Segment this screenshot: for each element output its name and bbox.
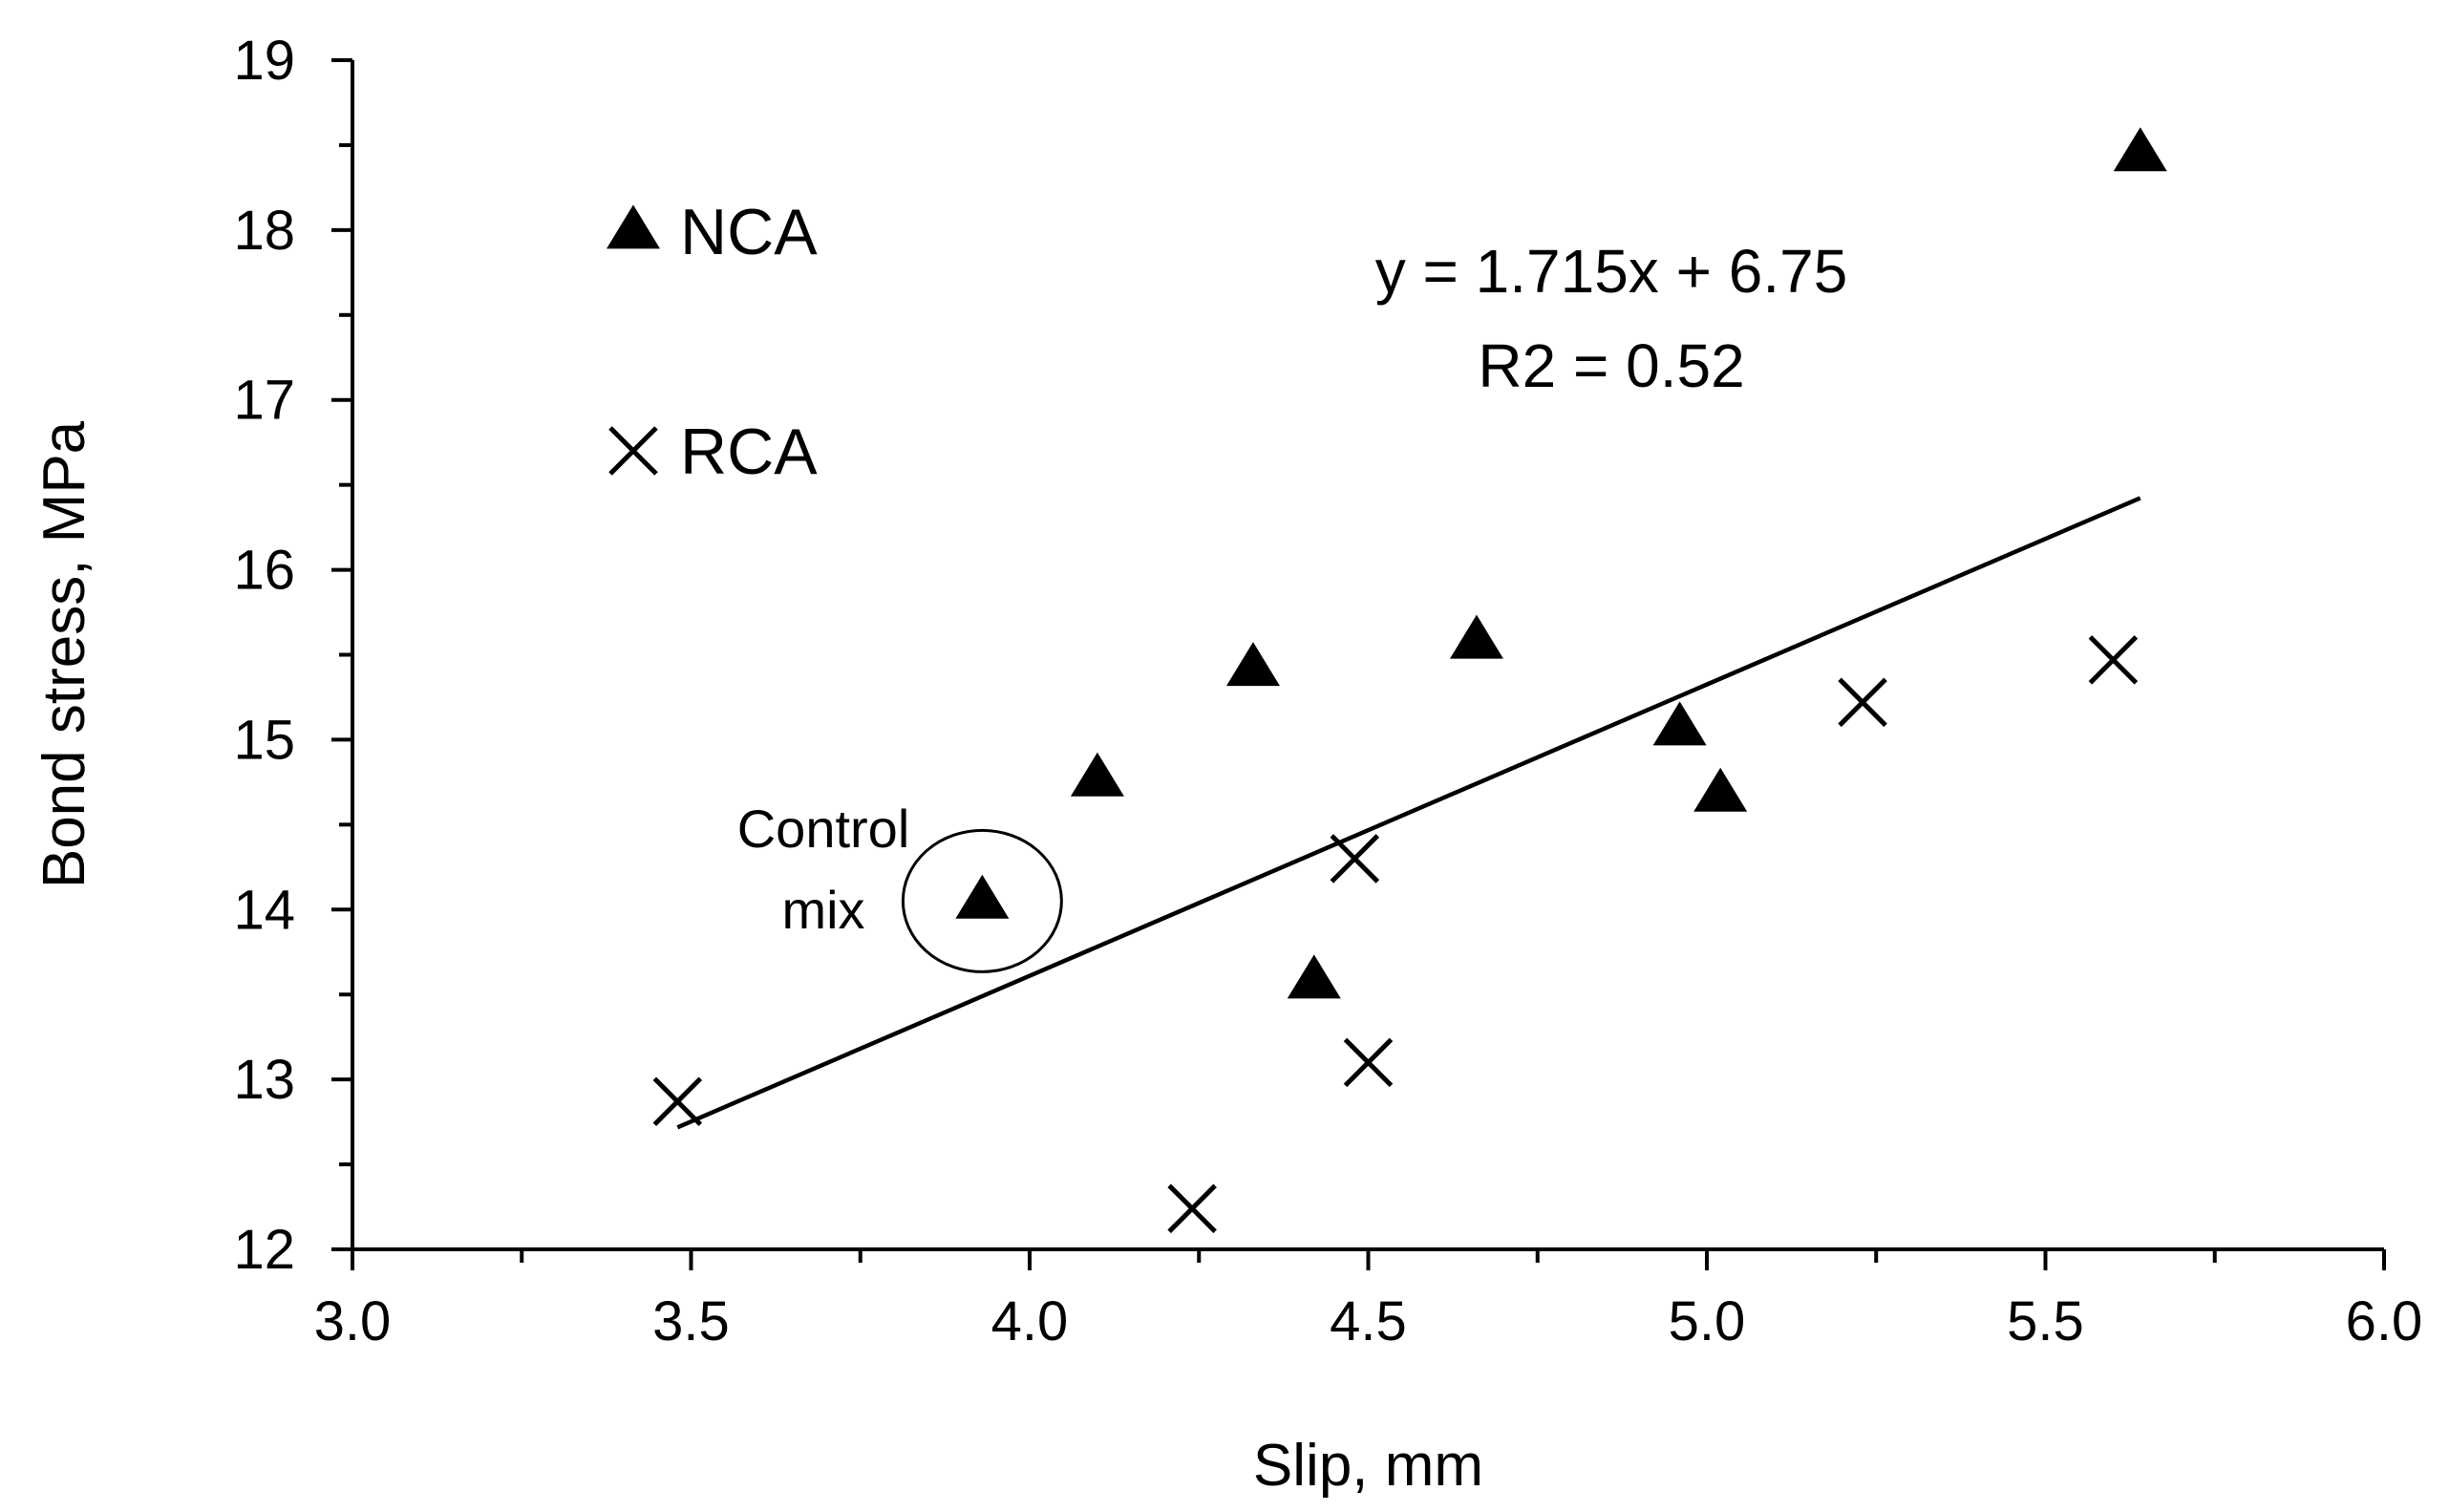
x-tick-label: 4.5: [1330, 1290, 1407, 1352]
nca-point: [2113, 127, 2167, 172]
trendline-equation: y = 1.715x + 6.75: [1375, 237, 1848, 306]
trendline-group: y = 1.715x + 6.75 R2 = 0.52: [676, 237, 2141, 1130]
nca-point: [1287, 954, 1341, 999]
rca-point: [2088, 635, 2139, 685]
y-tick-label: 18: [233, 200, 295, 262]
y-axis-title: Bond stress, MPa: [32, 420, 97, 888]
x-tick-label: 5.5: [2007, 1290, 2084, 1352]
rca-point: [1343, 1037, 1394, 1088]
control-mix-circle: [901, 828, 1063, 973]
y-tick-label: 12: [233, 1219, 295, 1281]
y-tick-label: 14: [233, 879, 295, 941]
legend-nca-marker: [607, 204, 660, 249]
rca-point: [1838, 677, 1887, 728]
nca-point: [1070, 752, 1124, 797]
annotations: Control mix: [737, 799, 1063, 973]
legend-rca-marker: [608, 426, 658, 476]
legend: NCA RCA: [607, 196, 818, 488]
nca-point: [1693, 767, 1748, 812]
y-tick-label: 17: [233, 370, 295, 432]
nca-point: [1652, 701, 1707, 746]
x-tick-label: 3.0: [314, 1290, 392, 1352]
y-tick-label: 19: [233, 30, 295, 92]
y-tick-label: 13: [233, 1049, 295, 1111]
y-tick-label: 16: [233, 540, 295, 602]
rca-point: [652, 1076, 703, 1127]
legend-nca-label: NCA: [680, 196, 818, 268]
x-tick-label: 6.0: [2346, 1290, 2423, 1352]
x-tick-label: 3.5: [652, 1290, 730, 1352]
nca-point: [1225, 642, 1280, 687]
control-mix-label: mix: [781, 880, 864, 940]
data-points: [652, 127, 2167, 1234]
control-mix-label: Control: [737, 799, 910, 859]
x-axis-title: Slip, mm: [1253, 1433, 1483, 1499]
trendline: [676, 496, 2141, 1130]
nca-point: [955, 874, 1010, 919]
axes: 12 13 14 15 16 17 18 19 3.0 3.5 4.0 4.5 5.0 5.5 6.0 Sli…: [32, 30, 2422, 1499]
y-tick-label: 15: [233, 709, 295, 771]
rca-point: [1330, 834, 1380, 884]
x-tick-label: 5.0: [1669, 1290, 1746, 1352]
trendline-r2: R2 = 0.52: [1478, 331, 1744, 400]
nca-point: [1449, 614, 1503, 659]
legend-rca-label: RCA: [680, 415, 818, 488]
x-tick-label: 4.0: [991, 1290, 1069, 1352]
rca-point: [1167, 1183, 1217, 1234]
